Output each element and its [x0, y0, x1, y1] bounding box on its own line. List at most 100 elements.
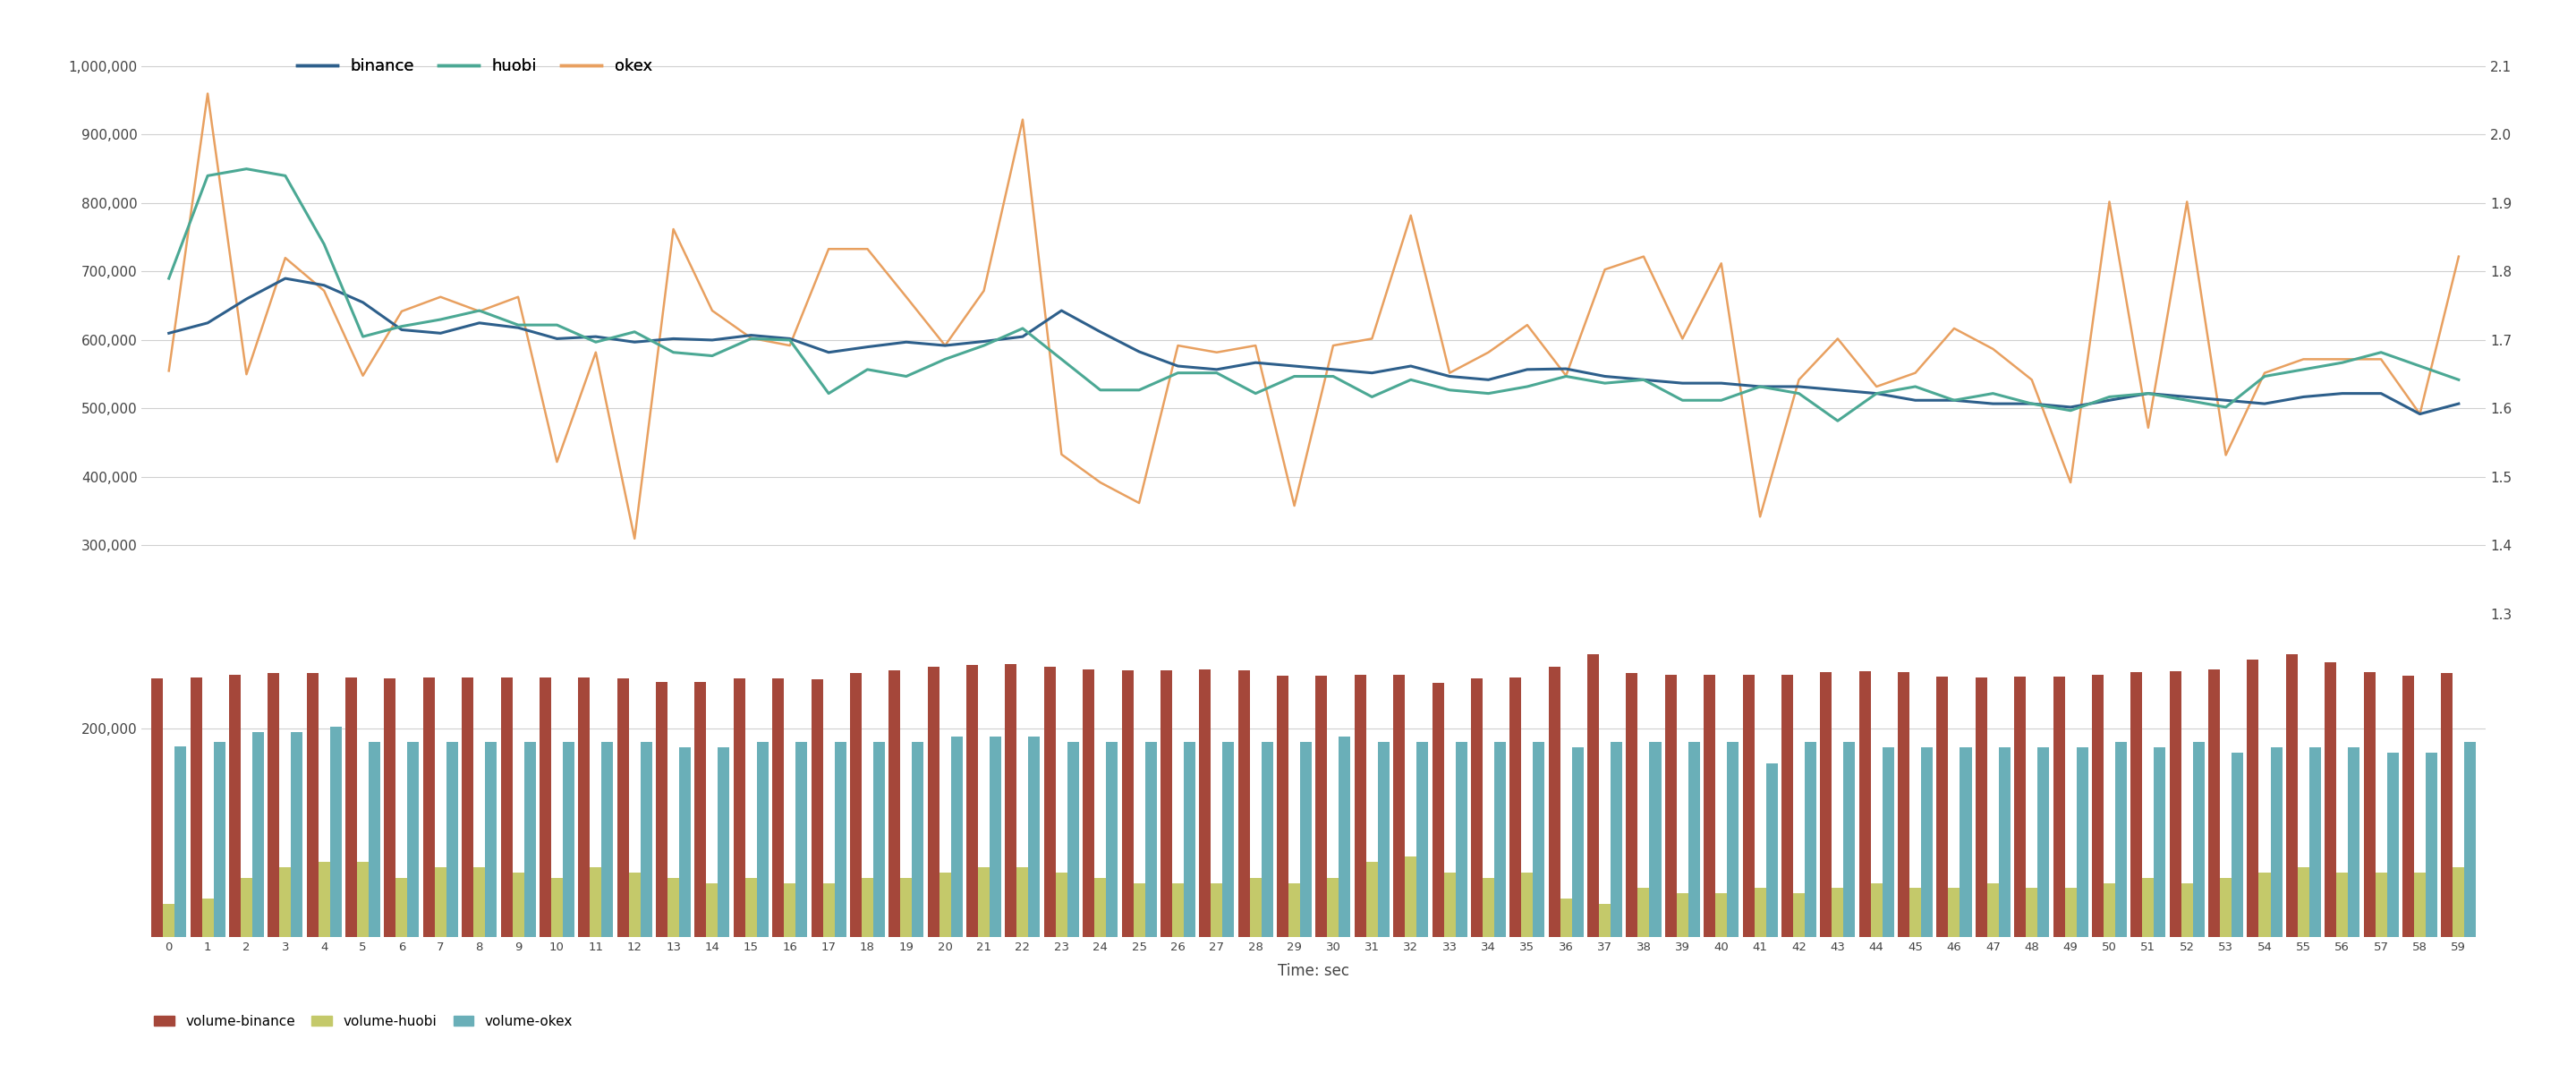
Bar: [2365, 672, 2375, 937]
Bar: [850, 673, 860, 937]
Bar: [1494, 742, 1507, 937]
Bar: [214, 742, 224, 937]
Bar: [966, 665, 979, 937]
Bar: [1741, 674, 1754, 937]
Bar: [1288, 883, 1301, 937]
Bar: [435, 867, 446, 937]
Bar: [1082, 669, 1095, 937]
huobi: [580, 335, 611, 348]
Bar: [1404, 857, 1417, 937]
Bar: [484, 742, 497, 937]
okex: [2442, 250, 2473, 263]
Bar: [1909, 888, 1922, 937]
Bar: [1224, 742, 1234, 937]
Bar: [562, 742, 574, 937]
Bar: [1043, 667, 1056, 937]
Bar: [1105, 742, 1118, 937]
huobi: [969, 339, 999, 351]
Legend: volume-binance, volume-huobi, volume-okex: volume-binance, volume-huobi, volume-oke…: [149, 1010, 577, 1034]
Bar: [422, 677, 435, 937]
Bar: [1484, 878, 1494, 937]
Bar: [252, 732, 263, 937]
Bar: [1443, 872, 1455, 937]
huobi: [930, 353, 961, 365]
Bar: [641, 742, 652, 937]
Line: huobi: huobi: [170, 169, 2458, 421]
Bar: [368, 742, 381, 937]
Bar: [1316, 675, 1327, 937]
Bar: [500, 677, 513, 937]
binance: [155, 327, 185, 340]
Bar: [2324, 661, 2336, 937]
okex: [618, 532, 649, 545]
huobi: [853, 363, 884, 376]
Bar: [757, 742, 768, 937]
Bar: [1278, 675, 1288, 937]
Bar: [1664, 674, 1677, 937]
Bar: [2038, 748, 2050, 937]
Bar: [2442, 673, 2452, 937]
Bar: [551, 878, 562, 937]
Bar: [1185, 742, 1195, 937]
huobi: [155, 272, 185, 284]
Bar: [1144, 742, 1157, 937]
Bar: [1821, 672, 1832, 937]
Bar: [1365, 862, 1378, 937]
Bar: [291, 732, 304, 937]
Bar: [397, 878, 407, 937]
Bar: [590, 867, 603, 937]
Bar: [1832, 888, 1844, 937]
Bar: [1571, 748, 1584, 937]
Bar: [201, 899, 214, 937]
Bar: [2349, 748, 2360, 937]
Bar: [2246, 660, 2259, 937]
Bar: [162, 904, 175, 937]
Bar: [1018, 867, 1028, 937]
Bar: [2388, 753, 2398, 937]
Bar: [889, 670, 902, 937]
Bar: [446, 742, 459, 937]
Bar: [1133, 883, 1144, 937]
okex: [155, 364, 185, 377]
Bar: [1610, 742, 1623, 937]
Bar: [2115, 742, 2128, 937]
Bar: [1301, 742, 1311, 937]
Bar: [2403, 675, 2414, 937]
Bar: [2298, 867, 2308, 937]
Bar: [1471, 678, 1484, 937]
Legend: binance, huobi, okex: binance, huobi, okex: [291, 52, 659, 81]
Bar: [1417, 742, 1427, 937]
binance: [930, 339, 961, 351]
Bar: [1249, 878, 1262, 937]
Line: okex: okex: [170, 94, 2458, 539]
Bar: [667, 878, 680, 937]
Bar: [513, 872, 523, 937]
Bar: [1394, 674, 1404, 937]
Bar: [629, 872, 641, 937]
Bar: [706, 883, 719, 937]
Bar: [240, 878, 252, 937]
Bar: [1066, 742, 1079, 937]
Bar: [1986, 883, 1999, 937]
Bar: [2285, 655, 2298, 937]
Bar: [822, 883, 835, 937]
Bar: [2208, 669, 2221, 937]
Bar: [1860, 671, 1870, 937]
Bar: [1455, 742, 1468, 937]
Bar: [2053, 676, 2066, 937]
Bar: [1028, 737, 1041, 937]
Bar: [1378, 742, 1388, 937]
Bar: [2154, 748, 2166, 937]
Bar: [2221, 878, 2231, 937]
Bar: [1844, 742, 1855, 937]
Bar: [1870, 883, 1883, 937]
Bar: [902, 878, 912, 937]
Bar: [358, 862, 368, 937]
Bar: [744, 878, 757, 937]
Bar: [927, 667, 940, 937]
Line: binance: binance: [170, 278, 2458, 414]
Bar: [2269, 748, 2282, 937]
huobi: [2442, 374, 2473, 387]
Bar: [2025, 888, 2038, 937]
okex: [814, 243, 845, 256]
